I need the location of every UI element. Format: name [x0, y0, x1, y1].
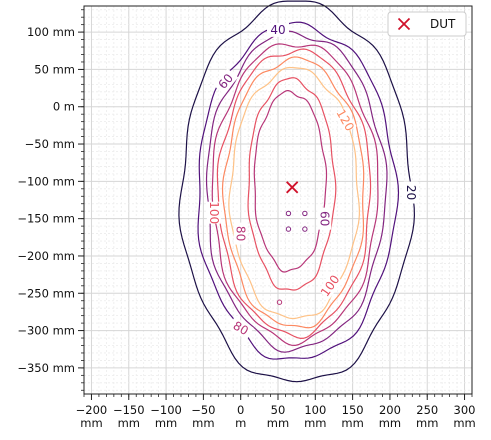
contour-label-bg: [318, 272, 343, 299]
contour-line-80: [253, 90, 328, 273]
contour-line-60: [205, 30, 388, 353]
contour-line-40: [197, 21, 400, 360]
contour-label: 80: [231, 318, 251, 338]
x-tick-label: 150 mm: [341, 403, 363, 430]
y-tick-label: 50 mm: [34, 62, 75, 76]
x-tick-label-line: mm: [118, 416, 140, 430]
x-tick-label: 250 mm: [416, 403, 438, 430]
x-tick-label: −150 mm: [113, 403, 145, 430]
legend-box: [387, 11, 467, 37]
contour-label-bg: [403, 181, 418, 204]
x-tick-label-line: −50: [191, 403, 215, 417]
contour-label: 60: [317, 211, 331, 226]
y-tick-label: 100 mm: [27, 25, 75, 39]
y-tick-label: −150 mm: [17, 212, 75, 226]
contour-label: 20: [404, 185, 418, 200]
legend-marker-stroke: [397, 17, 411, 31]
contour-small-feature: [302, 210, 308, 217]
x-tick-label-line: mm: [416, 416, 438, 430]
y-tick-label: 0 m: [53, 100, 75, 114]
x-tick-label-line: −150: [113, 403, 145, 417]
y-tick-label: −350 mm: [17, 361, 75, 375]
x-tick-label-line: m: [235, 416, 246, 430]
x-tick-label-line: −200: [76, 403, 108, 417]
x-tick-label-line: 50: [271, 403, 286, 417]
x-tick-label-line: −100: [150, 403, 182, 417]
contour-label-bg: [233, 222, 248, 245]
y-tick-label: −250 mm: [17, 286, 75, 300]
contour-lines: [178, 0, 416, 383]
contour-label: 40: [270, 23, 285, 37]
legend-marker-icon: [397, 17, 411, 31]
contour-small-feature: [276, 299, 283, 305]
contour-label-bg: [206, 201, 221, 224]
x-tick-label: −100 mm: [150, 403, 182, 430]
contour-line-80: [211, 43, 379, 347]
y-tick-label: −200 mm: [17, 249, 75, 263]
contour-line-140: [228, 66, 360, 320]
x-tick-label-line: 150: [342, 403, 364, 417]
contour-small-features: [276, 210, 308, 305]
legend: DUT: [387, 11, 467, 37]
contour-line-100: [216, 48, 372, 339]
contour-small-feature: [302, 226, 308, 232]
x-tick-label-line: mm: [192, 416, 214, 430]
dut-marker: [286, 181, 299, 194]
x-tick-label-line: 250: [416, 403, 438, 417]
y-tick-label: −300 mm: [17, 324, 75, 338]
x-tick-label-line: mm: [80, 416, 102, 430]
x-tick-label-line: 0: [237, 403, 244, 417]
contour-label-bg: [333, 107, 357, 134]
x-tick-label-line: 300: [454, 403, 476, 417]
x-tick-label: −50 mm: [191, 403, 215, 430]
contour-line-100: [247, 77, 337, 291]
grid: [83, 6, 473, 394]
contour-label: 80: [234, 226, 248, 241]
y-tick-label: −100 mm: [17, 174, 75, 188]
x-tick-label-line: mm: [267, 416, 289, 430]
x-tick-label-line: mm: [379, 416, 401, 430]
contour-small-feature: [285, 226, 292, 232]
contour-label-bg: [227, 316, 254, 340]
x-tick-label: 300 mm: [453, 403, 475, 430]
x-tick-label: 200 mm: [379, 403, 401, 430]
x-tick-label: 100 mm: [304, 403, 326, 430]
x-tick-label-line: 200: [379, 403, 401, 417]
x-tick-label: −200 mm: [76, 403, 108, 430]
contour-label-bg: [317, 207, 332, 230]
y-tick-label: −50 mm: [25, 137, 75, 151]
x-tick-label-line: mm: [155, 416, 177, 430]
dut-marker-layer: [286, 181, 299, 194]
contour-label-bg: [267, 22, 289, 37]
contour-label: 100: [207, 201, 221, 224]
x-tick-label-line: mm: [453, 416, 475, 430]
contour-line-20: [178, 0, 416, 383]
x-tick-label: 50 mm: [267, 403, 289, 430]
legend-label: DUT: [430, 17, 456, 31]
dut-marker-stroke: [286, 181, 299, 194]
x-tick-label-line: mm: [304, 416, 326, 430]
x-tick-label-line: 100: [304, 403, 326, 417]
contour-line-120: [221, 56, 365, 329]
x-tick-label-line: mm: [341, 416, 363, 430]
contour-label-bg: [213, 68, 239, 95]
contour-small-feature: [285, 210, 292, 217]
